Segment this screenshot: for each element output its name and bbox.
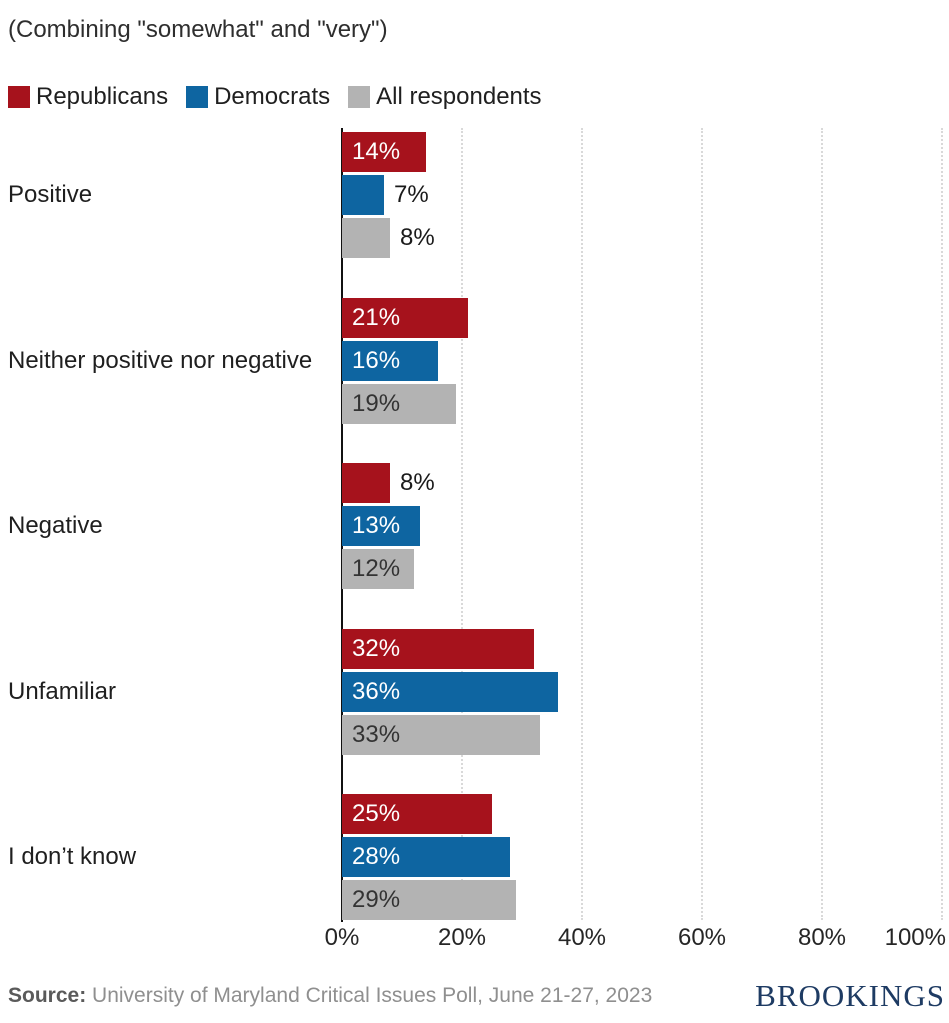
- bar: [342, 628, 534, 669]
- bar-value-label: 28%: [352, 843, 401, 870]
- bar-value-label: 16%: [352, 346, 401, 374]
- x-tick-label: 80%: [797, 924, 847, 951]
- legend-label-all-respondents: All respondents: [376, 83, 542, 110]
- chart-subtitle: (Combining "somewhat" and "very"): [8, 16, 388, 43]
- bar: [342, 340, 438, 381]
- bar-value-label: 29%: [352, 886, 401, 913]
- bar: [342, 506, 420, 546]
- gridline: [461, 128, 463, 920]
- category-label: Negative: [8, 512, 103, 539]
- bar: [342, 714, 540, 755]
- bar: [342, 383, 456, 424]
- legend-label-democrats: Democrats: [214, 83, 331, 110]
- brookings-logo: BROOKINGS: [755, 978, 945, 1013]
- bar: [342, 463, 390, 503]
- bar-value-label: 33%: [352, 720, 401, 748]
- bar-value-label: 13%: [352, 512, 401, 539]
- source-text: University of Maryland Critical Issues P…: [86, 984, 653, 1007]
- source-label: Source:: [8, 984, 87, 1007]
- x-tick-label: 60%: [677, 924, 727, 951]
- bar-value-label: 14%: [352, 138, 401, 165]
- bar-value-label: 12%: [352, 555, 401, 582]
- bar-value-label: 21%: [352, 303, 401, 331]
- bar: [342, 671, 558, 712]
- bar: [342, 297, 468, 338]
- legend-swatch-all-respondents: [348, 86, 371, 108]
- legend: Republicans Democrats All respondents: [8, 83, 542, 111]
- bar-value-label: 7%: [394, 181, 429, 208]
- bar: [342, 218, 390, 258]
- bar-value-label: 32%: [352, 634, 401, 662]
- bar-value-label: 36%: [352, 677, 401, 705]
- gridline: [581, 128, 583, 920]
- legend-item-republicans: Republicans: [8, 83, 168, 111]
- bar-value-label: 8%: [400, 469, 435, 496]
- gridline: [941, 128, 943, 920]
- category-label: I don’t know: [8, 843, 137, 870]
- source-line: Source: University of Maryland Critical …: [8, 984, 652, 1008]
- bar-value-label: 19%: [352, 389, 401, 417]
- category-label: Positive: [8, 181, 93, 208]
- legend-item-democrats: Democrats: [186, 83, 330, 111]
- category-label: Neither positive nor negative: [8, 346, 313, 374]
- gridline: [701, 128, 703, 920]
- x-tick-label: 20%: [437, 924, 487, 951]
- x-tick-label: 40%: [557, 924, 607, 951]
- bar: [342, 837, 510, 877]
- bar-value-label: 25%: [352, 800, 401, 827]
- legend-swatch-democrats: [186, 86, 209, 108]
- legend-swatch-republicans: [8, 86, 30, 108]
- legend-item-all-respondents: All respondents: [348, 83, 542, 111]
- category-label: Unfamiliar: [8, 677, 117, 705]
- x-tick-label: 0%: [324, 924, 360, 951]
- bar: [342, 175, 384, 215]
- bar: [342, 794, 492, 834]
- bar-value-label: 8%: [400, 224, 435, 251]
- bar: [342, 549, 414, 589]
- legend-label-republicans: Republicans: [36, 83, 169, 110]
- chart-footer: Source: University of Maryland Critical …: [8, 978, 945, 1014]
- gridline: [821, 128, 823, 920]
- x-tick-label: 100%: [884, 924, 946, 951]
- bar: [342, 880, 516, 920]
- bar: [342, 132, 426, 172]
